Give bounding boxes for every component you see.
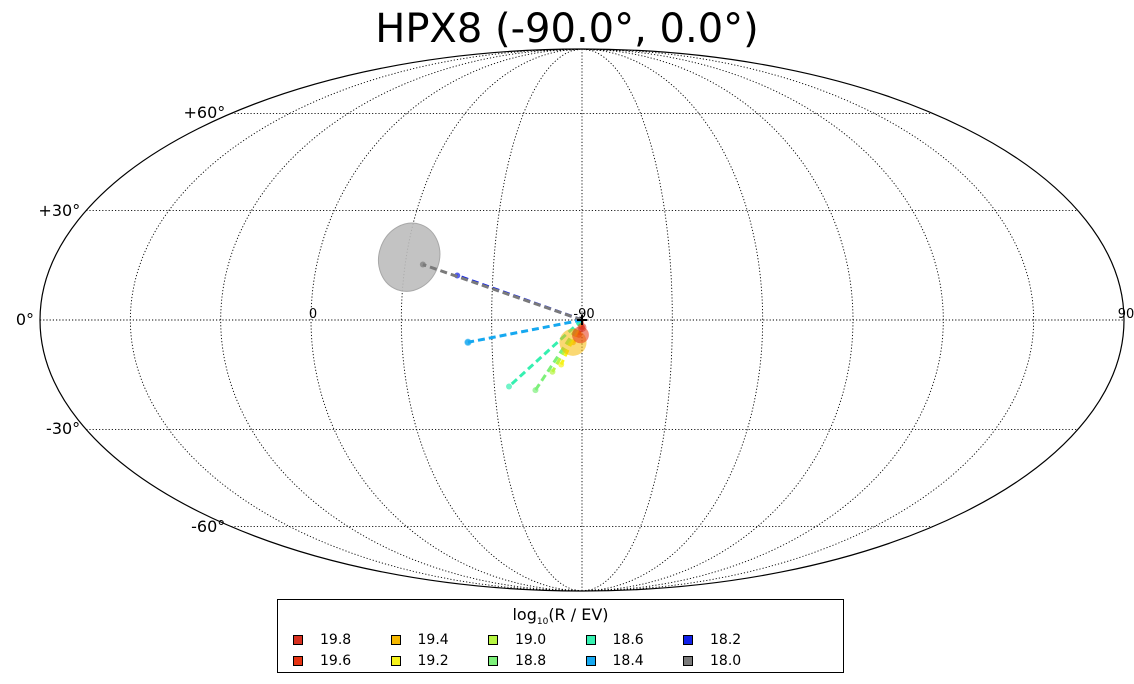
legend-entry: 19.6	[293, 653, 351, 669]
legend-entry: 18.6	[585, 632, 644, 648]
legend-label: 18.8	[515, 653, 547, 669]
lon-tick-label: 0	[308, 307, 318, 322]
legend-entry: 19.2	[390, 653, 449, 669]
legend-swatch	[293, 635, 303, 645]
legend-swatch	[293, 656, 303, 666]
legend-swatch	[585, 656, 596, 666]
meridian-line	[581, 48, 1035, 592]
lon-tick-label: 90	[1117, 307, 1134, 322]
legend-entry: 18.4	[585, 653, 644, 669]
legend: log10(R / EV) 19.8 19.6 19.4 19.2 19.0 18.8 18…	[277, 599, 844, 673]
track-19.0	[551, 319, 584, 373]
track-end-19.2	[558, 361, 565, 368]
legend-swatch	[683, 635, 693, 645]
legend-swatch	[683, 656, 693, 666]
tracks-layer	[419, 261, 585, 394]
legend-title-sub: 10	[536, 617, 549, 628]
legend-swatch	[488, 656, 498, 666]
legend-entry: 18.8	[488, 653, 546, 669]
meridian-line	[310, 48, 583, 592]
end-blob-18.4	[464, 338, 472, 346]
meridian-line	[581, 48, 673, 592]
graticule	[40, 48, 1124, 592]
legend-label: 19.4	[417, 632, 449, 648]
lat-tick-label: +30°	[38, 200, 81, 220]
lat-tick-label: -30°	[46, 419, 81, 439]
track-18.0	[422, 263, 583, 322]
legend-label: 19.0	[515, 632, 547, 648]
track-18.4	[467, 318, 583, 344]
legend-swatch	[488, 635, 498, 645]
end-blob-19.8	[577, 322, 587, 332]
legend-entry: 19.8	[293, 632, 351, 648]
chart-title: HPX8 (-90.0°, 0.0°)	[375, 6, 759, 52]
track-end-18.6	[506, 383, 513, 390]
end-blobs-layer	[464, 322, 589, 356]
legend-label: 18.4	[612, 653, 644, 669]
uncertainty-region	[378, 222, 441, 292]
source-marker-layer	[577, 315, 587, 325]
meridian-line	[220, 48, 583, 592]
lat-tick-label: +60°	[183, 103, 226, 123]
map-outline	[39, 48, 1125, 592]
lat-tick-label: 0°	[15, 310, 34, 329]
legend-swatch	[390, 635, 401, 645]
legend-label: 19.8	[320, 632, 352, 648]
legend-entry: 18.0	[683, 653, 741, 669]
track-end-18.0	[419, 261, 426, 268]
lon-tick-label: -90	[573, 307, 595, 322]
uncertainty-region-layer	[378, 222, 441, 292]
legend-entry: 19.4	[390, 632, 449, 648]
legend-label: 19.6	[320, 653, 352, 669]
legend-swatch	[585, 635, 596, 645]
legend-entry: 19.0	[488, 632, 546, 648]
legend-title: log10(R / EV)	[278, 605, 843, 627]
legend-label: 19.2	[417, 653, 449, 669]
legend-swatch	[390, 656, 401, 666]
legend-label: 18.6	[612, 632, 644, 648]
track-end-18.8	[532, 387, 539, 394]
legend-title-suffix: (R / EV)	[548, 605, 609, 624]
legend-label: 18.2	[710, 632, 742, 648]
track-end-19.0	[549, 368, 556, 375]
legend-entry: 18.2	[683, 632, 741, 648]
lat-tick-label: -60°	[191, 516, 226, 536]
legend-label: 18.0	[710, 653, 742, 669]
legend-title-prefix: log	[512, 605, 537, 624]
meridian-line	[581, 48, 944, 592]
source-marker	[577, 315, 587, 325]
